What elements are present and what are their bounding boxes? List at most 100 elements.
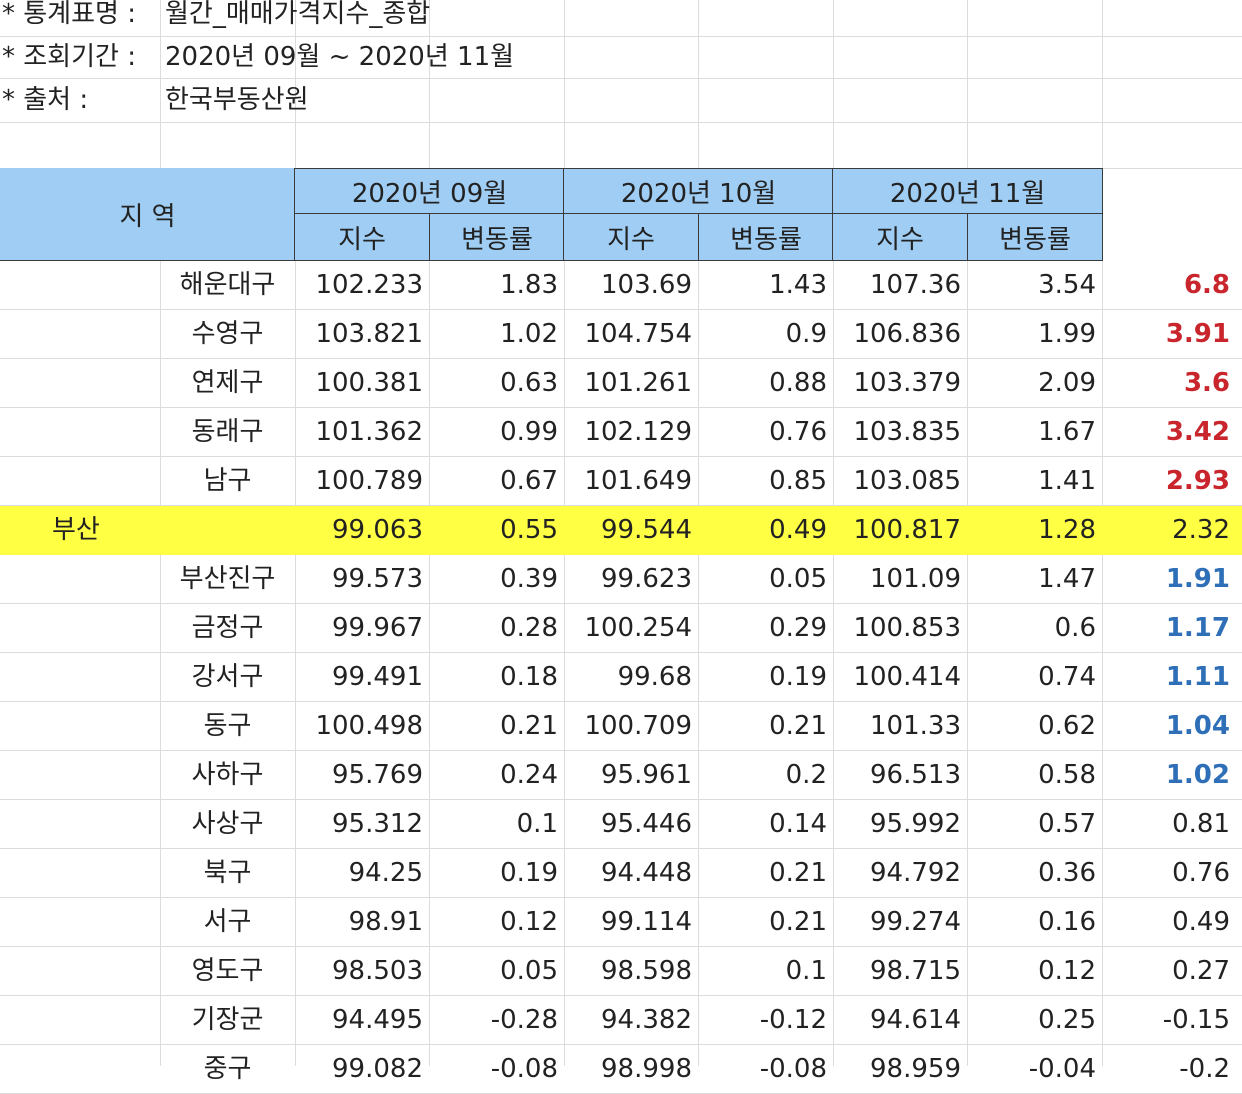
- change-cell: 0.14: [769, 809, 827, 839]
- change-cell: 0.16: [1038, 907, 1096, 937]
- index-cell: 95.961: [601, 760, 692, 790]
- table-row: 부산진구 99.573 0.39 99.623 0.05 101.09 1.47 1.91: [0, 555, 1242, 604]
- table-row: 동래구 101.362 0.99 102.129 0.76 103.835 1.67 3.42: [0, 408, 1242, 457]
- change-cell: 0.99: [500, 417, 558, 447]
- change-cell: 1.02: [500, 319, 558, 349]
- change-cell: 0.36: [1038, 858, 1096, 888]
- change-cell: 0.63: [500, 368, 558, 398]
- district-cell: 남구: [203, 466, 252, 496]
- region-cell: [0, 1045, 160, 1094]
- index-cell: 100.414: [853, 662, 961, 692]
- index-cell: 103.821: [315, 319, 423, 349]
- index-cell: 106.836: [853, 319, 961, 349]
- region-cell: [0, 653, 160, 702]
- index-cell: 100.381: [315, 368, 423, 398]
- index-cell: 102.129: [584, 417, 692, 447]
- header-month-nov: 2020년 11월: [832, 168, 1103, 214]
- change-cell: 0.58: [1038, 760, 1096, 790]
- cumulative-change-cell: 3.91: [1165, 319, 1230, 349]
- change-cell: 0.19: [500, 858, 558, 888]
- table-row: 남구 100.789 0.67 101.649 0.85 103.085 1.41 2.93: [0, 457, 1242, 506]
- cumulative-change-cell: 0.27: [1172, 956, 1230, 986]
- cumulative-change-cell: 3.6: [1183, 368, 1230, 398]
- change-cell: 0.74: [1038, 662, 1096, 692]
- cumulative-change-cell: 6.8: [1183, 270, 1230, 300]
- meta-value: 2020년 09월 ~ 2020년 11월: [165, 42, 515, 72]
- header-change-label: 변동률: [999, 224, 1071, 255]
- index-cell: 94.448: [601, 858, 692, 888]
- change-cell: 1.99: [1038, 319, 1096, 349]
- index-cell: 99.063: [332, 515, 423, 545]
- meta-label: * 통계표명 :: [2, 0, 136, 29]
- index-cell: 96.513: [870, 760, 961, 790]
- header-change: 변동률: [429, 213, 565, 261]
- index-cell: 99.623: [601, 564, 692, 594]
- index-cell: 98.91: [348, 907, 423, 937]
- region-cell: 부산: [52, 515, 100, 545]
- index-cell: 104.754: [584, 319, 692, 349]
- change-cell: -0.08: [490, 1054, 558, 1084]
- table-row: 부산 99.063 0.55 99.544 0.49 100.817 1.28 2.32: [0, 506, 1242, 555]
- change-cell: 0.18: [500, 662, 558, 692]
- change-cell: 0.1: [516, 809, 558, 839]
- cumulative-change-cell: 1.04: [1165, 711, 1230, 741]
- region-cell: [0, 359, 160, 408]
- index-cell: 98.715: [870, 956, 961, 986]
- index-cell: 101.261: [584, 368, 692, 398]
- header-index: 지수: [563, 213, 699, 261]
- index-cell: 101.362: [315, 417, 423, 447]
- table-row: 해운대구 102.233 1.83 103.69 1.43 107.36 3.54 6.8: [0, 261, 1242, 310]
- district-cell: 부산진구: [179, 564, 276, 594]
- change-cell: -0.04: [1028, 1054, 1096, 1084]
- change-cell: 0.9: [785, 319, 827, 349]
- change-cell: 1.67: [1038, 417, 1096, 447]
- header-index: 지수: [832, 213, 968, 261]
- change-cell: 0.12: [500, 907, 558, 937]
- index-cell: 101.09: [870, 564, 961, 594]
- index-cell: 95.769: [332, 760, 423, 790]
- change-cell: 3.54: [1038, 270, 1096, 300]
- index-cell: 98.998: [601, 1054, 692, 1084]
- index-cell: 98.598: [601, 956, 692, 986]
- region-cell: [0, 800, 160, 849]
- change-cell: 1.47: [1038, 564, 1096, 594]
- change-cell: 0.21: [769, 711, 827, 741]
- district-cell: 연제구: [191, 368, 264, 398]
- index-cell: 99.68: [617, 662, 692, 692]
- index-cell: 103.085: [853, 466, 961, 496]
- change-cell: 0.19: [769, 662, 827, 692]
- index-cell: 99.967: [332, 613, 423, 643]
- cumulative-change-cell: 1.17: [1165, 613, 1230, 643]
- header-index-label: 지수: [876, 224, 924, 255]
- change-cell: 0.29: [769, 613, 827, 643]
- region-cell: [0, 702, 160, 751]
- change-cell: 0.25: [1038, 1005, 1096, 1035]
- region-cell: [0, 996, 160, 1045]
- table-row: 서구 98.91 0.12 99.114 0.21 99.274 0.16 0.49: [0, 898, 1242, 947]
- header-month-label: 2020년 09월: [351, 178, 508, 209]
- region-cell: [0, 849, 160, 898]
- index-cell: 94.495: [332, 1005, 423, 1035]
- table-row: 사상구 95.312 0.1 95.446 0.14 95.992 0.57 0.81: [0, 800, 1242, 849]
- cumulative-change-cell: -0.2: [1179, 1054, 1230, 1084]
- table-row: 강서구 99.491 0.18 99.68 0.19 100.414 0.74 1.11: [0, 653, 1242, 702]
- change-cell: 1.41: [1038, 466, 1096, 496]
- index-cell: 95.446: [601, 809, 692, 839]
- district-cell: 영도구: [191, 956, 264, 986]
- change-cell: 0.05: [500, 956, 558, 986]
- cumulative-change-cell: -0.15: [1162, 1005, 1230, 1035]
- index-cell: 94.382: [601, 1005, 692, 1035]
- district-cell: 중구: [203, 1054, 252, 1084]
- change-cell: 1.28: [1038, 515, 1096, 545]
- table-row: 연제구 100.381 0.63 101.261 0.88 103.379 2.09 3.6: [0, 359, 1242, 408]
- index-cell: 99.491: [332, 662, 423, 692]
- district-cell: [160, 506, 295, 555]
- cumulative-change-cell: 1.11: [1165, 662, 1230, 692]
- index-cell: 100.817: [853, 515, 961, 545]
- table-row: 금정구 99.967 0.28 100.254 0.29 100.853 0.6 1.17: [0, 604, 1242, 653]
- district-cell: 강서구: [191, 662, 264, 692]
- change-cell: 1.83: [500, 270, 558, 300]
- index-cell: 100.709: [584, 711, 692, 741]
- change-cell: 2.09: [1038, 368, 1096, 398]
- header-region-label: 지 역: [119, 201, 176, 232]
